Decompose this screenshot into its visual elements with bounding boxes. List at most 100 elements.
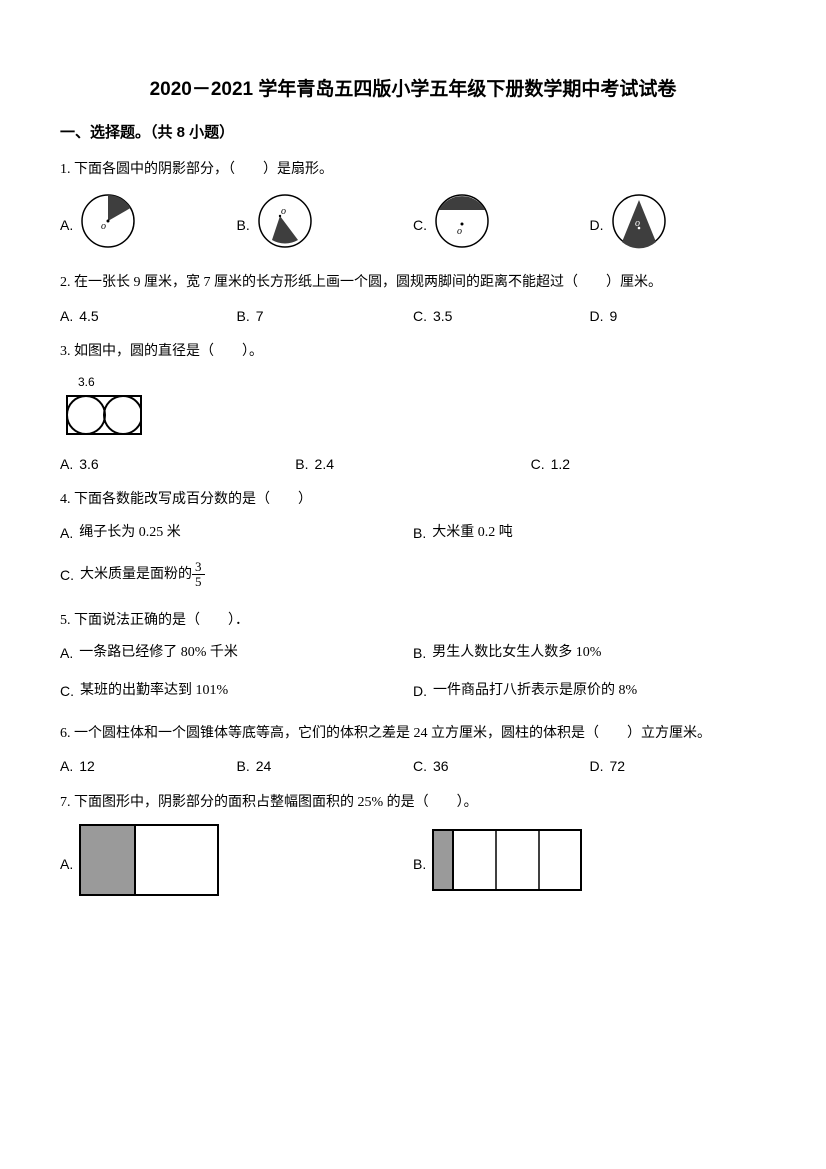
q6-text: 6. 一个圆柱体和一个圆锥体等底等高，它们的体积之差是 24 立方厘米，圆柱的体… — [60, 723, 766, 745]
opt-value: 一条路已经修了 80% 千米 — [79, 642, 238, 664]
q2-opt-d: D. 9 — [590, 305, 767, 327]
q5-opt-a: A.一条路已经修了 80% 千米 — [60, 642, 413, 664]
sector-icon-d: o — [610, 192, 668, 258]
opt-value: 4.5 — [79, 305, 98, 327]
sector-icon-b: o — [256, 192, 314, 258]
q4-opt-b: B. 大米重 0.2 吨 — [413, 522, 766, 544]
q1-opt-a: A. o — [60, 192, 237, 258]
opt-value: 大米重 0.2 吨 — [432, 522, 513, 544]
question-5: 5. 下面说法正确的是（ ）． A.一条路已经修了 80% 千米 B. 男生人数比… — [60, 610, 766, 709]
q3-opt-a: A. 3.6 — [60, 453, 295, 475]
opt-label: B. — [295, 453, 308, 475]
opt-value: 2.4 — [315, 453, 334, 475]
opt-label: C. — [413, 214, 427, 236]
q1-opt-c: C. o — [413, 192, 590, 258]
question-1: 1. 下面各圆中的阴影部分，（ ）是扇形。 A. o B. o — [60, 159, 766, 258]
q3-opt-c: C. 1.2 — [531, 453, 766, 475]
svg-text:o: o — [281, 206, 286, 217]
opt-value: 某班的出勤率达到 101% — [80, 680, 228, 702]
q7-opt-a: A. — [60, 824, 413, 904]
q3-opt-b: B. 2.4 — [295, 453, 530, 475]
q2-options: A. 4.5 B. 7 C. 3.5 D. 9 — [60, 305, 766, 327]
opt-value: 男生人数比女生人数多 10% — [432, 642, 601, 664]
q6-opt-c: C. 36 — [413, 755, 590, 777]
q1-opt-b: B. o — [237, 192, 414, 258]
opt-value: 3.6 — [79, 453, 98, 475]
opt-label: B. — [237, 214, 250, 236]
opt-label: A. — [60, 522, 73, 544]
opt-value-prefix: 大米质量是面粉的 — [80, 564, 192, 586]
q2-opt-b: B. 7 — [237, 305, 414, 327]
opt-label: B. — [237, 305, 250, 327]
opt-label: D. — [590, 214, 604, 236]
q3-options: A. 3.6 B. 2.4 C. 1.2 — [60, 453, 766, 475]
q1-options: A. o B. o C. — [60, 192, 766, 258]
q2-opt-c: C. 3.5 — [413, 305, 590, 327]
opt-value: 1.2 — [551, 453, 570, 475]
shaded-rect-b-icon — [432, 829, 582, 899]
q4-opt-a: A. 绳子长为 0.25 米 — [60, 522, 413, 544]
q4-options-row1: A. 绳子长为 0.25 米 B. 大米重 0.2 吨 — [60, 522, 766, 550]
svg-text:o: o — [101, 221, 106, 232]
q7-opt-b: B. — [413, 824, 766, 904]
opt-value: 7 — [256, 305, 264, 327]
opt-label: D. — [413, 680, 427, 702]
fraction: 3 5 — [192, 560, 205, 590]
q3-text: 3. 如图中，圆的直径是（ ）。 — [60, 341, 766, 363]
page-title: 2020－2021 学年青岛五四版小学五年级下册数学期中考试试卷 — [60, 75, 766, 105]
opt-value: 24 — [256, 755, 272, 777]
q3-figure-label: 3.6 — [78, 373, 766, 392]
shaded-rect-a-icon — [79, 824, 219, 904]
q6-opt-b: B. 24 — [237, 755, 414, 777]
opt-value: 3.5 — [433, 305, 452, 327]
frac-den: 5 — [192, 575, 205, 589]
opt-label: A. — [60, 755, 73, 777]
opt-label: A. — [60, 305, 73, 327]
opt-label: B. — [237, 755, 250, 777]
q2-opt-a: A. 4.5 — [60, 305, 237, 327]
q7-text: 7. 下面图形中，阴影部分的面积占整幅图面积的 25% 的是（ ）。 — [60, 792, 766, 814]
opt-label: B. — [413, 522, 426, 544]
q4-options-row2: C. 大米质量是面粉的 3 5 — [60, 560, 766, 596]
question-6: 6. 一个圆柱体和一个圆锥体等底等高，它们的体积之差是 24 立方厘米，圆柱的体… — [60, 723, 766, 778]
q5-opt-c: C. 某班的出勤率达到 101% — [60, 680, 413, 702]
opt-value: 9 — [610, 305, 618, 327]
opt-label: B. — [413, 642, 426, 664]
opt-value: 36 — [433, 755, 449, 777]
opt-label: C. — [60, 680, 74, 702]
q1-text: 1. 下面各圆中的阴影部分，（ ）是扇形。 — [60, 159, 766, 181]
circles-in-rect-icon — [66, 395, 142, 435]
question-3: 3. 如图中，圆的直径是（ ）。 3.6 A. 3.6 B. 2.4 C. 1.2 — [60, 341, 766, 475]
opt-label: D. — [590, 755, 604, 777]
q2-text: 2. 在一张长 9 厘米，宽 7 厘米的长方形纸上画一个圆，圆规两脚间的距离不能… — [60, 272, 766, 294]
q1-opt-d: D. o — [590, 192, 767, 258]
opt-label: A. — [60, 214, 73, 236]
q7-options: A. B. — [60, 824, 766, 910]
sector-icon-a: o — [79, 192, 137, 258]
opt-label: A. — [60, 453, 73, 475]
opt-label: C. — [413, 305, 427, 327]
q5-text: 5. 下面说法正确的是（ ）． — [60, 610, 766, 632]
q6-options: A. 12 B. 24 C. 36 D. 72 — [60, 755, 766, 777]
svg-text:o: o — [457, 226, 462, 237]
opt-value: 12 — [79, 755, 95, 777]
opt-label: D. — [590, 305, 604, 327]
q5-opt-d: D. 一件商品打八折表示是原价的 8% — [413, 680, 766, 702]
opt-label: C. — [60, 564, 74, 586]
opt-value: 72 — [610, 755, 626, 777]
q4-opt-c: C. 大米质量是面粉的 3 5 — [60, 560, 413, 590]
question-2: 2. 在一张长 9 厘米，宽 7 厘米的长方形纸上画一个圆，圆规两脚间的距离不能… — [60, 272, 766, 327]
q4-text: 4. 下面各数能改写成百分数的是（ ） — [60, 489, 766, 511]
q5-options-row2: C. 某班的出勤率达到 101% D. 一件商品打八折表示是原价的 8% — [60, 680, 766, 708]
q6-opt-a: A. 12 — [60, 755, 237, 777]
sector-icon-c: o — [433, 192, 491, 258]
svg-text:o: o — [635, 218, 640, 229]
opt-label: C. — [531, 453, 545, 475]
q5-opt-b: B. 男生人数比女生人数多 10% — [413, 642, 766, 664]
opt-label: C. — [413, 755, 427, 777]
frac-num: 3 — [192, 560, 205, 575]
opt-label: B. — [413, 853, 426, 875]
opt-value: 绳子长为 0.25 米 — [79, 522, 181, 544]
q6-opt-d: D. 72 — [590, 755, 767, 777]
opt-value: 一件商品打八折表示是原价的 8% — [433, 680, 637, 702]
